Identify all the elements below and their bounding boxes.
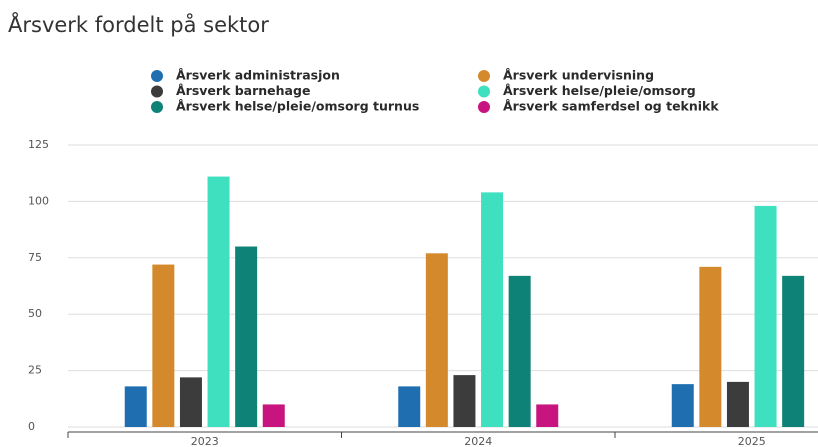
bar — [754, 205, 777, 427]
legend-marker — [478, 85, 490, 98]
x-tick-label: 2023 — [191, 435, 219, 447]
bar — [207, 176, 230, 427]
y-tick-label: 25 — [28, 364, 42, 377]
chart-title: Årsverk fordelt på sektor — [8, 11, 269, 37]
y-tick-label: 50 — [28, 307, 42, 320]
legend-label: Årsverk administrasjon — [176, 68, 340, 83]
y-tick-label: 0 — [28, 420, 35, 433]
bar — [179, 377, 202, 427]
bar — [782, 275, 805, 427]
bar — [453, 375, 476, 427]
bar — [508, 275, 531, 427]
legend-label: Årsverk helse/pleie/omsorg turnus — [176, 99, 419, 114]
legend-marker — [151, 70, 163, 82]
x-tick-label: 2025 — [738, 435, 766, 447]
bar — [262, 404, 285, 427]
bar — [398, 386, 421, 427]
bar — [726, 381, 749, 427]
legend-label: Årsverk samferdsel og teknikk — [503, 99, 719, 114]
y-tick-label: 75 — [28, 251, 42, 264]
legend-label: Årsverk undervisning — [503, 68, 654, 83]
y-tick-label: 100 — [28, 194, 49, 207]
bar — [481, 192, 504, 427]
legend-label: Årsverk helse/pleie/omsorg — [503, 83, 696, 98]
legend-label: Årsverk barnehage — [176, 83, 310, 98]
legend-marker — [151, 85, 163, 98]
bar — [152, 264, 175, 427]
bar — [425, 253, 448, 427]
bar — [124, 386, 147, 427]
x-tick-label: 2024 — [464, 435, 492, 447]
bar — [235, 246, 258, 427]
bar — [536, 404, 559, 427]
bar — [671, 384, 694, 427]
y-tick-label: 125 — [28, 138, 49, 151]
bar — [699, 266, 722, 427]
legend-marker — [478, 70, 490, 82]
legend-marker — [478, 101, 490, 113]
legend-marker — [151, 101, 163, 113]
